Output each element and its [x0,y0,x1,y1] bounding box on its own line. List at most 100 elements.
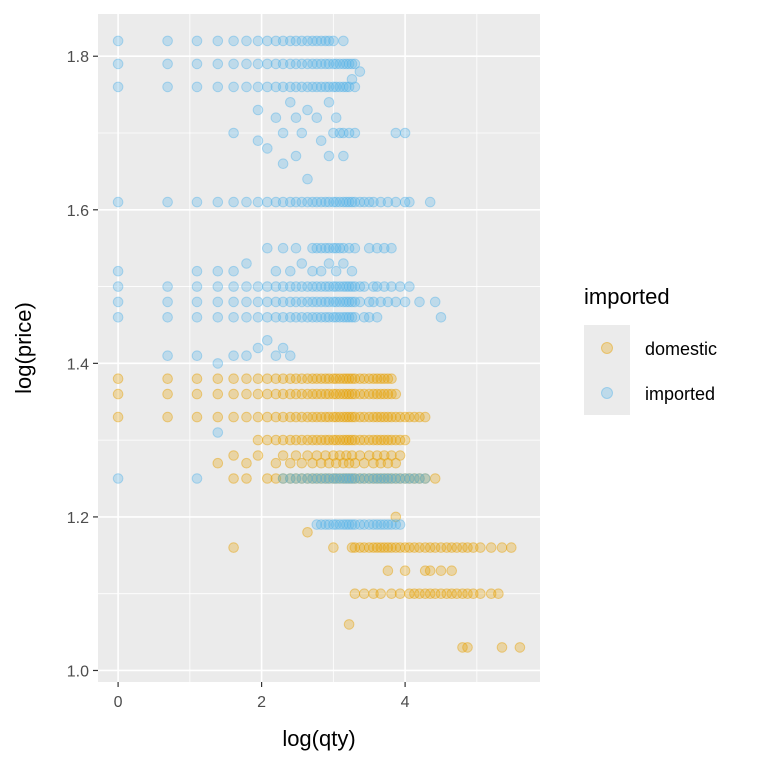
point-domestic [343,373,355,385]
point-domestic [341,473,352,484]
point-domestic [315,411,327,423]
point-imported [270,350,282,362]
point-domestic [485,542,497,553]
point-imported [341,58,352,70]
point-domestic [311,373,323,385]
x-tick-label: 2 [257,694,266,711]
point-imported [262,242,273,254]
point-imported [277,35,289,47]
point-imported [323,519,335,530]
point-domestic [296,373,308,385]
point-imported [315,296,327,308]
point-imported [307,242,318,254]
point-imported [334,312,346,323]
point-imported [379,473,390,484]
point-domestic [354,373,366,385]
point-domestic [358,588,370,600]
point-imported [346,312,358,323]
point-imported [338,473,349,484]
x-axis: 0 2 4 [114,682,410,711]
point-imported [112,296,124,308]
point-imported [323,281,335,292]
point-domestic [296,457,308,469]
point-imported [379,519,390,530]
point-domestic [493,588,504,600]
point-imported [375,296,387,308]
point-imported [277,242,289,254]
point-domestic [386,473,397,484]
point-domestic [375,542,387,553]
point-domestic [338,457,349,469]
point-imported [390,519,402,530]
point-domestic [409,473,420,484]
point-imported [334,473,346,484]
point-domestic [358,542,370,553]
point-domestic [346,542,358,553]
point-domestic [404,473,415,484]
point-domestic [296,473,308,484]
point-imported [252,81,264,93]
point-imported [315,519,327,530]
point-imported [262,281,273,292]
point-imported [320,281,331,292]
point-imported [343,81,355,93]
grid-minor [98,14,540,682]
point-imported [302,281,313,292]
point-imported [315,196,327,208]
point-imported [285,265,296,277]
point-imported [212,312,224,323]
point-domestic [349,388,361,400]
point-imported [343,473,355,484]
point-domestic [358,373,370,385]
point-imported [252,342,264,354]
point-domestic [399,411,411,423]
point-domestic [228,388,239,400]
point-imported [320,196,331,208]
point-domestic [320,450,331,461]
point-domestic [241,473,252,484]
point-domestic [323,434,335,446]
point-domestic [363,411,375,423]
point-imported [307,58,318,70]
point-imported [212,281,224,292]
point-domestic [343,457,355,469]
point-imported [379,242,390,254]
point-domestic [390,542,402,553]
point-domestic [307,411,318,423]
point-domestic [424,565,436,577]
point-domestic [262,411,273,423]
point-domestic [368,588,379,600]
point-imported [338,196,349,208]
point-domestic [457,642,468,653]
point-domestic [468,542,479,553]
point-domestic [285,411,296,423]
point-imported [270,312,282,323]
point-imported [290,81,302,93]
point-domestic [191,373,203,385]
point-domestic [354,542,366,553]
point-domestic [241,373,252,385]
point-domestic [285,457,296,469]
data-points [112,35,526,653]
point-imported [212,196,224,208]
point-imported [296,296,308,308]
point-domestic [386,588,397,600]
point-imported [390,196,402,208]
point-domestic [328,434,339,446]
point-domestic [399,542,411,553]
point-imported [315,281,327,292]
point-imported [330,473,342,484]
point-imported [302,196,313,208]
point-domestic [485,588,497,600]
point-domestic [382,411,394,423]
point-imported [162,350,173,362]
point-domestic [394,542,406,553]
point-imported [358,312,370,323]
point-domestic [371,411,383,423]
point-imported [277,58,289,70]
point-domestic [404,588,415,600]
point-imported [371,519,383,530]
point-imported [241,296,252,308]
point-domestic [435,542,447,553]
point-imported [394,519,406,530]
